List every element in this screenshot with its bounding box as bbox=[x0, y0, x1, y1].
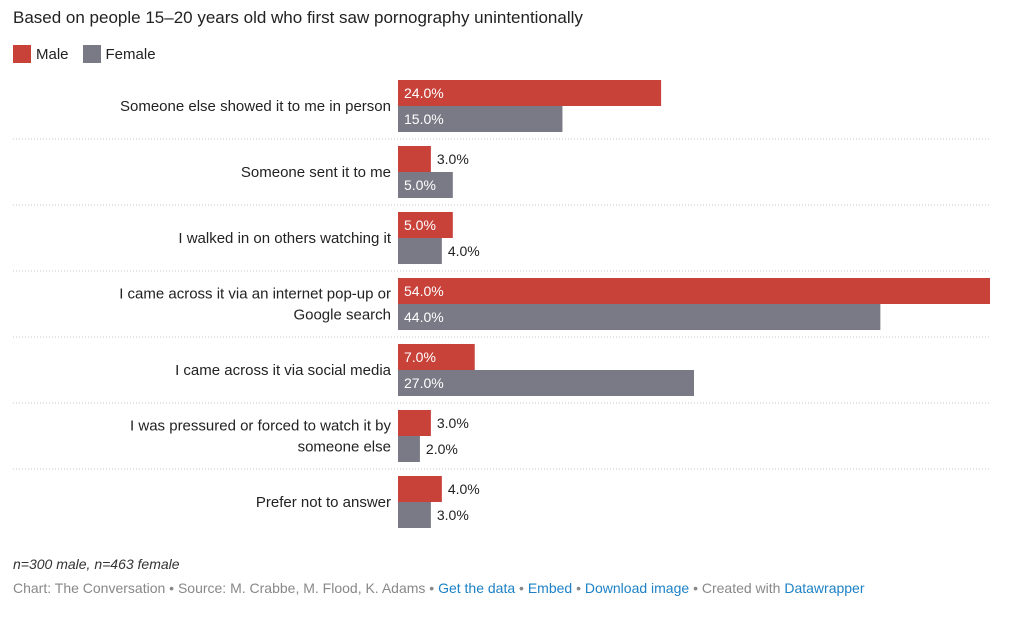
chart-subtitle: Based on people 15–20 years old who firs… bbox=[13, 8, 583, 27]
category-label-line: I walked in on others watching it bbox=[178, 230, 391, 247]
value-label: 4.0% bbox=[448, 481, 480, 497]
bar-female bbox=[398, 106, 563, 132]
legend-label-male: Male bbox=[36, 45, 69, 63]
chart-footer: Chart: The Conversation • Source: M. Cra… bbox=[13, 580, 865, 596]
category-label: Someone sent it to me bbox=[241, 164, 391, 181]
legend-item-male: Male bbox=[13, 45, 69, 63]
bar-male bbox=[398, 278, 990, 304]
value-label: 15.0% bbox=[404, 111, 444, 127]
value-label: 3.0% bbox=[437, 507, 469, 523]
bar-male bbox=[398, 344, 475, 370]
value-label: 54.0% bbox=[404, 283, 444, 299]
value-label: 5.0% bbox=[404, 217, 436, 233]
chart-legend: Male Female bbox=[13, 44, 156, 64]
bar-female bbox=[398, 304, 881, 330]
bar-female bbox=[398, 238, 442, 264]
value-label: 3.0% bbox=[437, 151, 469, 167]
legend-swatch-male bbox=[13, 45, 31, 63]
footer-separator: • bbox=[693, 580, 698, 596]
download-image-link[interactable]: Download image bbox=[584, 580, 690, 596]
bar-male bbox=[398, 476, 442, 502]
bar-male bbox=[398, 146, 431, 172]
bar-female bbox=[398, 436, 420, 462]
legend-swatch-female bbox=[82, 45, 101, 63]
value-label: 3.0% bbox=[437, 415, 469, 431]
category-label: Someone else showed it to me in person bbox=[120, 98, 391, 115]
legend-item-female: Female bbox=[82, 45, 156, 63]
value-label: 24.0% bbox=[404, 85, 444, 101]
value-label: 27.0% bbox=[404, 375, 444, 391]
category-label-line: I came across it via social media bbox=[175, 362, 392, 379]
legend-label-female: Female bbox=[105, 45, 156, 63]
category-label: Prefer not to answer bbox=[256, 494, 391, 511]
category-label-line: Someone else showed it to me in person bbox=[120, 98, 391, 115]
footer-created: Created with bbox=[701, 580, 781, 596]
category-label-line: Someone sent it to me bbox=[241, 164, 391, 181]
category-label: I came across it via an internet pop-up … bbox=[119, 286, 391, 324]
sample-size-note: n=300 male, n=463 female bbox=[13, 556, 180, 572]
footer-credit: Chart: The Conversation bbox=[13, 580, 166, 596]
footer-separator: • bbox=[519, 580, 524, 596]
bar-female bbox=[398, 172, 453, 198]
embed-link[interactable]: Embed bbox=[527, 580, 573, 596]
value-label: 2.0% bbox=[426, 441, 458, 457]
get-the-data-link[interactable]: Get the data bbox=[438, 580, 516, 596]
category-label: I came across it via social media bbox=[175, 362, 392, 379]
footer-separator: • bbox=[576, 580, 581, 596]
bar-male bbox=[398, 212, 453, 238]
bar-chart: Someone else showed it to me in person 24… bbox=[13, 80, 990, 528]
category-label-line: Prefer not to answer bbox=[256, 494, 391, 511]
bar-female bbox=[398, 502, 431, 528]
value-label: 5.0% bbox=[404, 177, 436, 193]
value-label: 4.0% bbox=[448, 243, 480, 259]
category-label-line: Google search bbox=[293, 307, 391, 324]
footer-source: Source: M. Crabbe, M. Flood, K. Adams bbox=[177, 580, 426, 596]
bar-female bbox=[398, 370, 694, 396]
category-label-line: I came across it via an internet pop-up … bbox=[119, 286, 391, 303]
category-label: I was pressured or forced to watch it by… bbox=[130, 418, 391, 456]
category-label: I walked in on others watching it bbox=[178, 230, 391, 247]
bar-male bbox=[398, 410, 431, 436]
value-label: 44.0% bbox=[404, 309, 444, 325]
footer-separator: • bbox=[169, 580, 175, 596]
category-label-line: someone else bbox=[298, 439, 391, 456]
value-label: 7.0% bbox=[404, 349, 436, 365]
bar-male bbox=[398, 80, 662, 106]
datawrapper-link[interactable]: Datawrapper bbox=[784, 580, 865, 596]
footer-separator: • bbox=[429, 580, 435, 596]
category-label-line: I was pressured or forced to watch it by bbox=[130, 418, 391, 435]
